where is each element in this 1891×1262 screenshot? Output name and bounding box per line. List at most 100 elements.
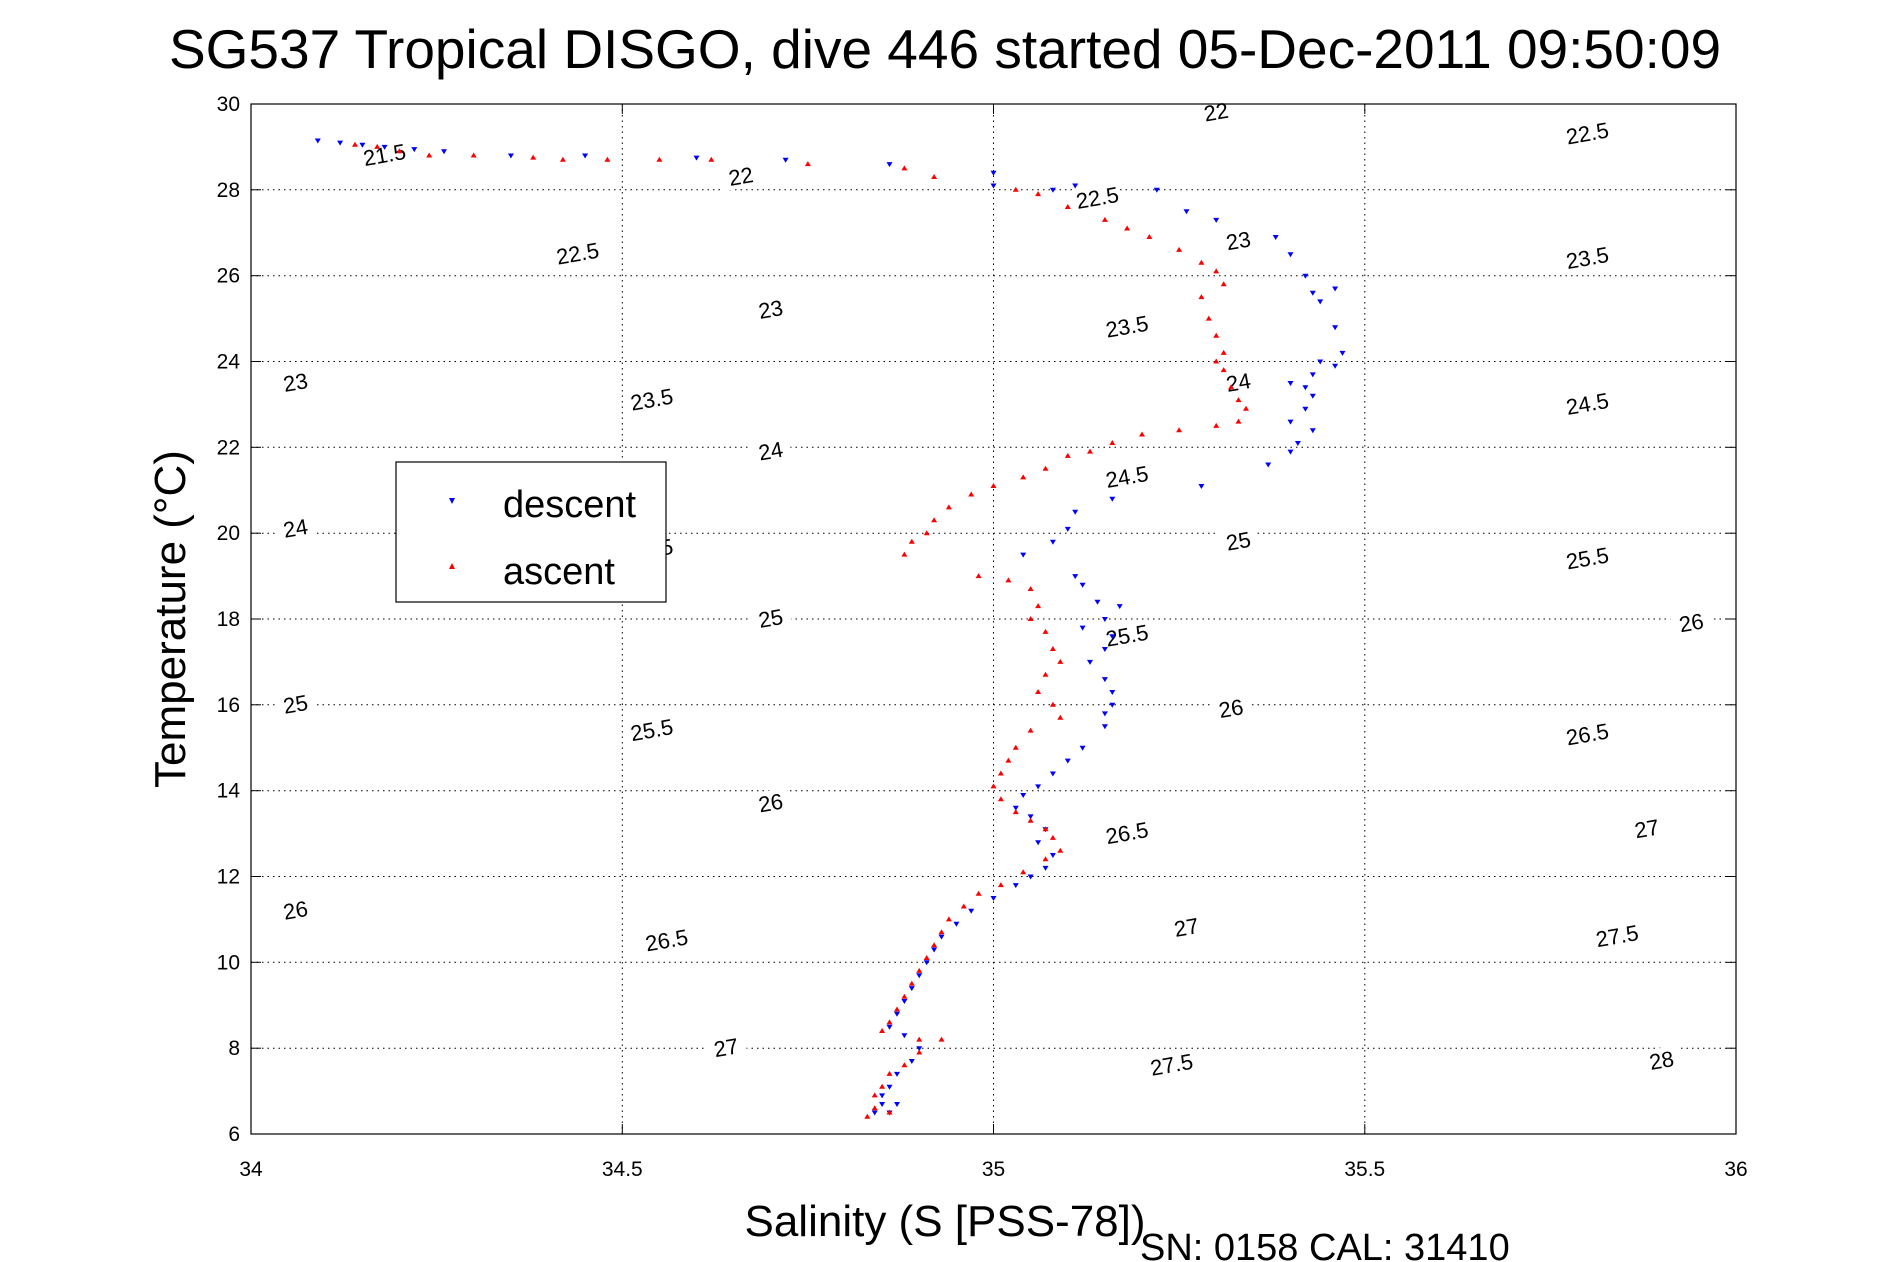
contour-label-bg [1105, 461, 1149, 492]
descent-point [337, 140, 344, 146]
contour-label-bg [1669, 607, 1714, 638]
contour-label-bg [629, 714, 674, 745]
contour-label-bg [1565, 542, 1610, 574]
contour-label-bg [1164, 911, 1209, 943]
ascent-point [1049, 834, 1056, 840]
y-tick-label: 18 [217, 608, 240, 631]
descent-point [359, 142, 366, 148]
contour-label-bg [1565, 718, 1610, 750]
ascent-point [879, 1028, 886, 1033]
descent-point [1309, 393, 1316, 399]
descent-point [1049, 771, 1056, 777]
ascent-point [426, 152, 433, 158]
contour-label-bg [704, 1031, 748, 1063]
descent-point [1109, 690, 1116, 695]
ascent-point [1020, 474, 1027, 480]
contour-label-text: 27 [1633, 814, 1661, 843]
ascent-point [1235, 418, 1242, 424]
descent-point [381, 144, 388, 150]
descent-point [1302, 385, 1309, 391]
contour-label: 26 [748, 787, 793, 818]
x-tick-label: 34 [239, 1158, 263, 1181]
ascent-point [916, 1049, 923, 1055]
contour-label-bg [748, 435, 793, 466]
contour-label: 25 [1216, 525, 1261, 557]
ascent-point [975, 573, 982, 579]
descent-point [1332, 363, 1339, 369]
ascent-point [1042, 826, 1049, 832]
descent-point [894, 1071, 900, 1077]
legend-box [395, 461, 667, 603]
contour-label: 23.5 [629, 384, 676, 416]
contour-label: 23.5 [1564, 242, 1611, 274]
contour-label-bg [1565, 242, 1610, 273]
ascent-point [1213, 268, 1220, 274]
y-tick-label: 20 [217, 522, 240, 545]
descent-point [1101, 711, 1108, 717]
contour-label: 26 [1209, 692, 1253, 724]
descent-point [879, 1102, 886, 1107]
contour-label: 24 [748, 435, 793, 466]
descent-point [990, 896, 997, 901]
descent-point [1198, 484, 1205, 489]
ascent-point [1220, 367, 1227, 373]
ascent-point [1124, 225, 1131, 231]
ascent-point [1176, 427, 1183, 433]
descent-point [1109, 634, 1116, 640]
descent-point [1064, 758, 1071, 764]
ascent-point [1198, 259, 1205, 265]
contour-label-bg [273, 512, 318, 544]
contour-label-bg [1075, 182, 1120, 213]
contour-label-text: 23 [756, 295, 784, 324]
ascent-point [1064, 204, 1071, 209]
contour-label-text: 23 [281, 368, 309, 397]
contour-label: 27 [1624, 813, 1669, 844]
x-tick-label: 35 [982, 1158, 1005, 1181]
descent-point [1302, 273, 1309, 279]
descent-point [901, 1033, 908, 1039]
descent-point [1042, 865, 1049, 871]
data-points [314, 138, 1346, 1119]
series-ascent [352, 141, 1249, 1119]
y-tick-label: 24 [217, 351, 241, 374]
descent-point [990, 170, 997, 176]
descent-point [1079, 625, 1086, 631]
ascent-point [1042, 856, 1049, 862]
ascent-point [990, 783, 997, 789]
descent-point [1153, 187, 1160, 193]
contour-label: 25 [273, 688, 318, 720]
contour-label-text: 27 [712, 1033, 740, 1062]
ascent-point [1012, 186, 1019, 192]
descent-point [1109, 702, 1116, 708]
ascent-point [1101, 216, 1108, 222]
ascent-point [1042, 465, 1049, 471]
ascent-point [916, 967, 923, 973]
ascent-point [901, 165, 908, 171]
contour-label-text: 25 [756, 604, 784, 633]
ascent-point [604, 156, 611, 162]
contour-label: 26 [273, 894, 318, 926]
ascent-point [1146, 234, 1153, 239]
contour-label-text: 25 [281, 690, 309, 719]
ascent-point [1035, 191, 1042, 197]
ascent-point [1228, 384, 1235, 390]
contour-label-bg [1216, 225, 1261, 256]
contour-label-bg [273, 894, 318, 926]
descent-point [1294, 441, 1301, 446]
descent-point [923, 960, 930, 966]
x-axis-label: Salinity (S [PSS-78]) [744, 1197, 1145, 1246]
contour-label: 22 [719, 160, 763, 192]
descent-point [916, 1046, 923, 1052]
contour-label: 22.5 [554, 238, 601, 270]
ascent-point [1213, 358, 1220, 364]
ascent-point [894, 1006, 900, 1012]
contour-label-text: 22 [1202, 98, 1230, 127]
descent-point [886, 1084, 893, 1090]
ascent-point [879, 1083, 886, 1089]
x-tick-label: 34.5 [602, 1158, 643, 1181]
ascent-point [1220, 349, 1227, 355]
ascent-point [990, 483, 997, 488]
contour-label-bg [748, 293, 793, 325]
y-tick-label: 30 [217, 93, 240, 116]
